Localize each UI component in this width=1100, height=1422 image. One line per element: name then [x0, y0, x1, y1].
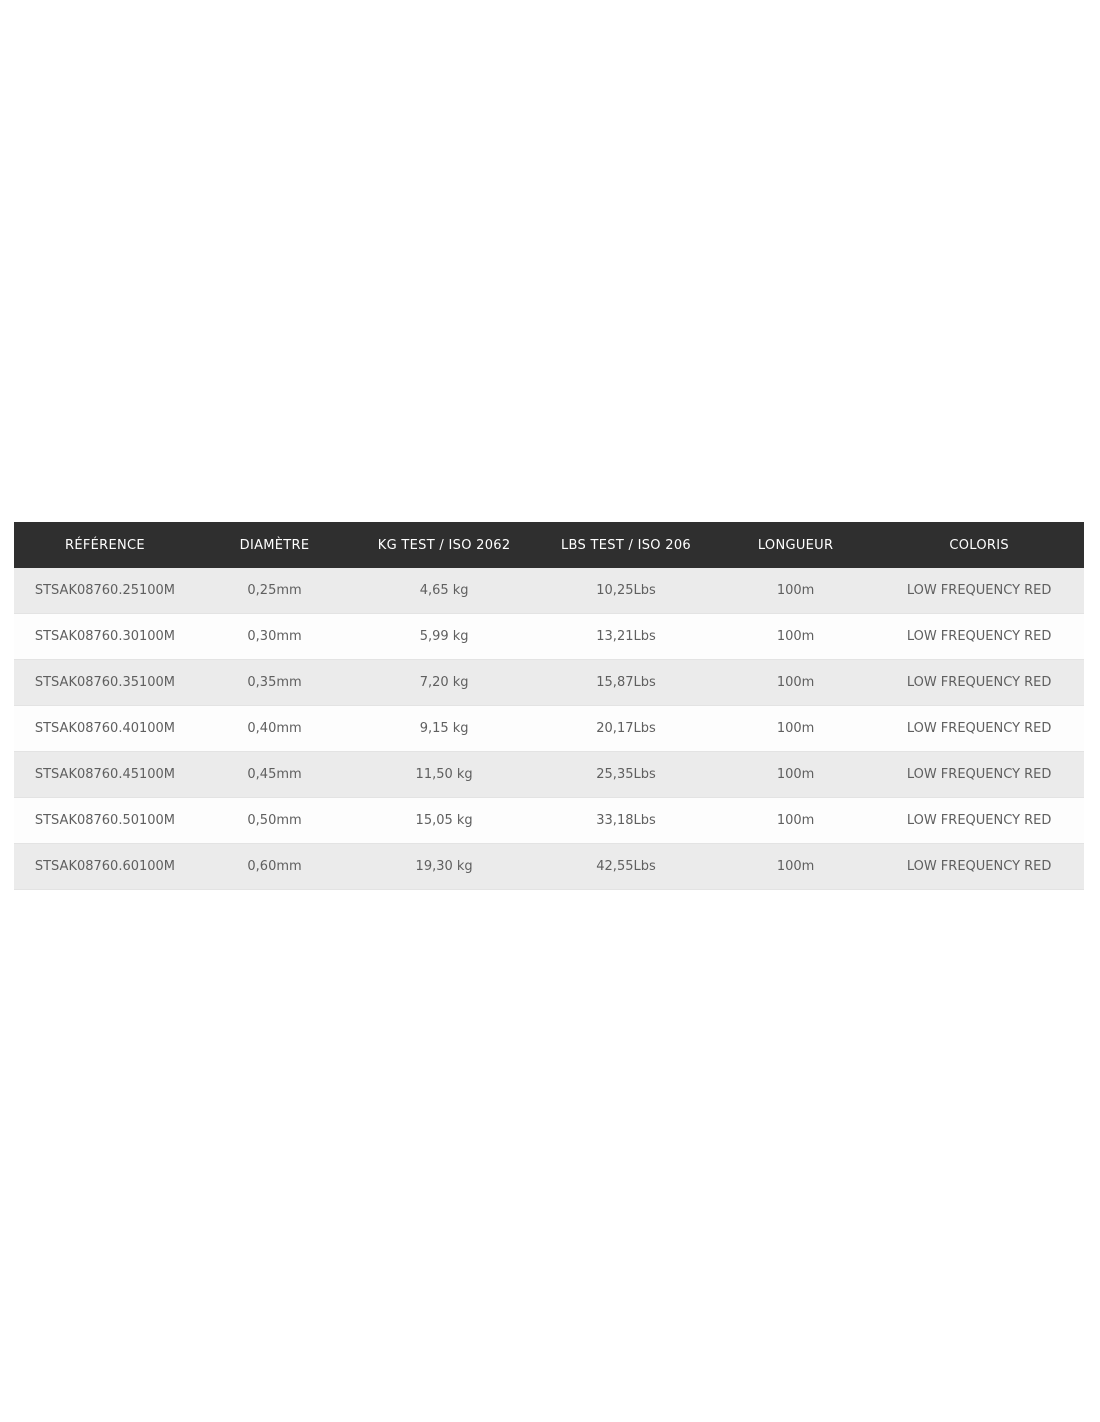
cell-reference: STSAK08760.60100M: [14, 843, 196, 890]
column-header-diametre: DIAMÈTRE: [195, 522, 354, 568]
cell-coloris: LOW FREQUENCY RED: [874, 705, 1084, 752]
cell-lbs-test: 25,35Lbs: [535, 751, 717, 798]
cell-diametre: 0,50mm: [195, 797, 354, 844]
cell-longueur: 100m: [716, 705, 875, 752]
cell-longueur: 100m: [716, 659, 875, 706]
cell-coloris: LOW FREQUENCY RED: [874, 843, 1084, 890]
table-row: STSAK08760.25100M 0,25mm 4,65 kg 10,25Lb…: [14, 568, 1084, 614]
table-row: STSAK08760.50100M 0,50mm 15,05 kg 33,18L…: [14, 797, 1084, 844]
column-header-longueur: LONGUEUR: [716, 522, 875, 568]
table-row: STSAK08760.60100M 0,60mm 19,30 kg 42,55L…: [14, 843, 1084, 890]
cell-longueur: 100m: [716, 843, 875, 890]
cell-coloris: LOW FREQUENCY RED: [874, 751, 1084, 798]
cell-longueur: 100m: [716, 568, 875, 614]
cell-kg-test: 5,99 kg: [353, 613, 536, 660]
cell-kg-test: 4,65 kg: [353, 568, 536, 614]
cell-longueur: 100m: [716, 613, 875, 660]
cell-lbs-test: 42,55Lbs: [535, 843, 717, 890]
table-row: STSAK08760.40100M 0,40mm 9,15 kg 20,17Lb…: [14, 705, 1084, 752]
cell-diametre: 0,40mm: [195, 705, 354, 752]
cell-coloris: LOW FREQUENCY RED: [874, 568, 1084, 614]
table-header-row: RÉFÉRENCE DIAMÈTRE KG TEST / ISO 2062 LB…: [14, 522, 1084, 568]
cell-diametre: 0,45mm: [195, 751, 354, 798]
cell-reference: STSAK08760.30100M: [14, 613, 196, 660]
cell-kg-test: 7,20 kg: [353, 659, 536, 706]
column-header-reference: RÉFÉRENCE: [14, 522, 196, 568]
cell-coloris: LOW FREQUENCY RED: [874, 613, 1084, 660]
cell-diametre: 0,25mm: [195, 568, 354, 614]
cell-lbs-test: 33,18Lbs: [535, 797, 717, 844]
cell-lbs-test: 10,25Lbs: [535, 568, 717, 614]
cell-reference: STSAK08760.45100M: [14, 751, 196, 798]
table-row: STSAK08760.30100M 0,30mm 5,99 kg 13,21Lb…: [14, 613, 1084, 660]
column-header-kg-test: KG TEST / ISO 2062: [353, 522, 536, 568]
column-header-coloris: COLORIS: [874, 522, 1084, 568]
cell-reference: STSAK08760.40100M: [14, 705, 196, 752]
cell-lbs-test: 20,17Lbs: [535, 705, 717, 752]
cell-longueur: 100m: [716, 797, 875, 844]
cell-reference: STSAK08760.35100M: [14, 659, 196, 706]
cell-longueur: 100m: [716, 751, 875, 798]
cell-coloris: LOW FREQUENCY RED: [874, 797, 1084, 844]
table-row: STSAK08760.45100M 0,45mm 11,50 kg 25,35L…: [14, 751, 1084, 798]
cell-diametre: 0,60mm: [195, 843, 354, 890]
cell-diametre: 0,35mm: [195, 659, 354, 706]
table-row: STSAK08760.35100M 0,35mm 7,20 kg 15,87Lb…: [14, 659, 1084, 706]
cell-kg-test: 15,05 kg: [353, 797, 536, 844]
column-header-lbs-test: LBS TEST / ISO 206: [535, 522, 717, 568]
cell-lbs-test: 15,87Lbs: [535, 659, 717, 706]
cell-kg-test: 11,50 kg: [353, 751, 536, 798]
cell-diametre: 0,30mm: [195, 613, 354, 660]
cell-kg-test: 19,30 kg: [353, 843, 536, 890]
cell-kg-test: 9,15 kg: [353, 705, 536, 752]
cell-lbs-test: 13,21Lbs: [535, 613, 717, 660]
cell-reference: STSAK08760.50100M: [14, 797, 196, 844]
cell-reference: STSAK08760.25100M: [14, 568, 196, 614]
product-spec-table: RÉFÉRENCE DIAMÈTRE KG TEST / ISO 2062 LB…: [14, 522, 1084, 890]
cell-coloris: LOW FREQUENCY RED: [874, 659, 1084, 706]
